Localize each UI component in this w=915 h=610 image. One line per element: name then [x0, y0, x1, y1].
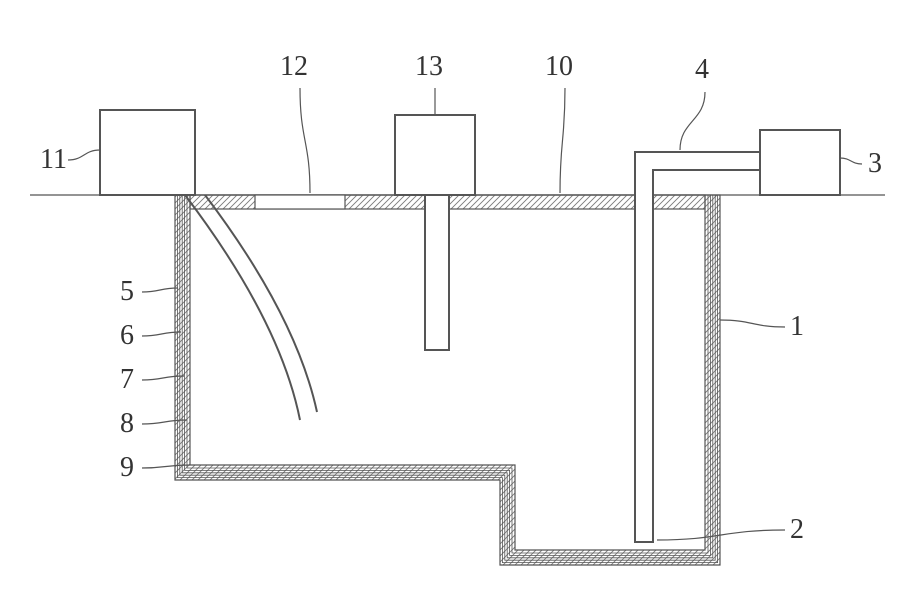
- leader-1: [720, 320, 785, 327]
- box-3: [760, 130, 840, 195]
- label-2: 2: [790, 514, 804, 545]
- diagram-root: 11121310435678912: [0, 0, 915, 610]
- label-3: 3: [868, 148, 882, 179]
- leader-12: [300, 88, 310, 193]
- leader-4: [680, 92, 705, 150]
- label-6: 6: [120, 320, 134, 351]
- pipe-4-joint-mask: [652, 153, 655, 169]
- curved-inlet-pipe-outer: [185, 195, 300, 420]
- pipe-4-horizontal: [653, 152, 760, 170]
- leader-2: [657, 530, 785, 540]
- leader-3: [840, 158, 862, 164]
- leader-5: [142, 288, 178, 292]
- leader-10: [560, 88, 565, 193]
- box-11: [100, 110, 195, 195]
- label-8: 8: [120, 408, 134, 439]
- label-1: 1: [790, 311, 804, 342]
- cover-opening: [255, 195, 345, 209]
- label-12: 12: [280, 51, 308, 82]
- curved-inlet-pipe-inner: [205, 195, 317, 412]
- box-13: [395, 115, 475, 195]
- label-5: 5: [120, 276, 134, 307]
- label-13: 13: [415, 51, 443, 82]
- label-9: 9: [120, 452, 134, 483]
- center-shaft: [425, 195, 449, 350]
- label-4: 4: [695, 54, 709, 85]
- label-11: 11: [40, 144, 67, 175]
- label-10: 10: [545, 51, 573, 82]
- leader-11: [68, 150, 100, 160]
- label-7: 7: [120, 364, 134, 395]
- pipe-4-vertical: [635, 152, 653, 542]
